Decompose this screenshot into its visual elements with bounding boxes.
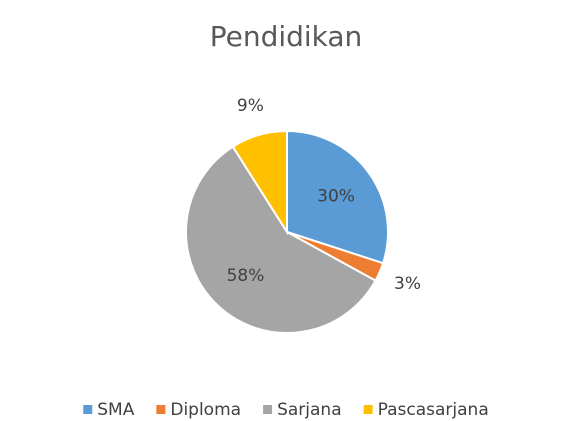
data-label: 3% bbox=[394, 274, 421, 294]
legend-label: SMA bbox=[97, 400, 134, 420]
legend-swatch bbox=[156, 405, 166, 414]
legend-swatch bbox=[263, 405, 273, 414]
pie-slice bbox=[185, 145, 377, 334]
legend-swatch bbox=[83, 405, 93, 414]
legend-label: Diploma bbox=[170, 400, 241, 420]
legend-label: Pascasarjana bbox=[378, 400, 489, 420]
data-label: 30% bbox=[317, 186, 355, 206]
pie-slice bbox=[231, 129, 288, 236]
legend-swatch bbox=[363, 405, 373, 414]
data-label: 58% bbox=[227, 266, 265, 286]
data-label: 9% bbox=[237, 96, 264, 116]
pie-slice bbox=[286, 129, 389, 265]
legend-label: Sarjana bbox=[277, 400, 342, 420]
chart-title: Pendidikan bbox=[210, 20, 363, 53]
